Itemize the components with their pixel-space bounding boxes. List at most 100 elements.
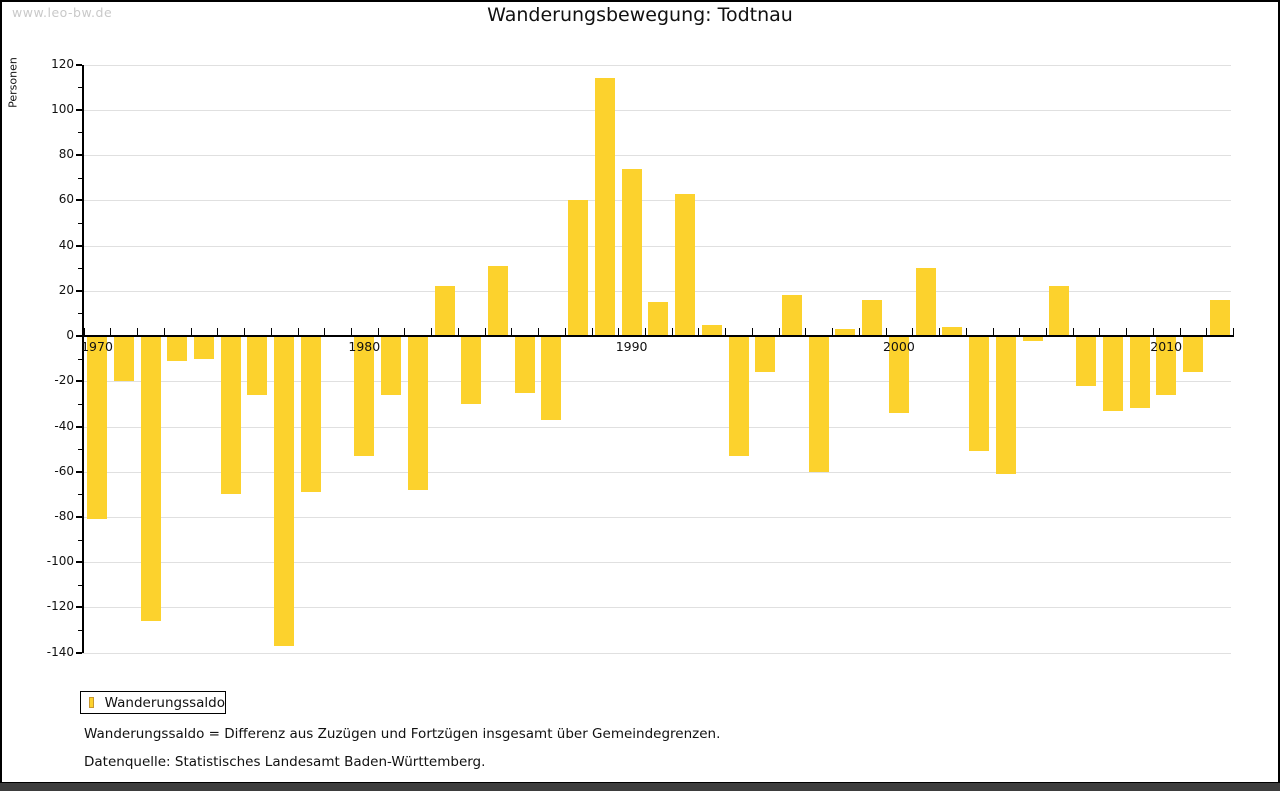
- bar-1996: [782, 295, 802, 336]
- gridline: [82, 517, 1231, 518]
- y-tick-label: -80: [54, 509, 74, 523]
- x-tick: [618, 328, 620, 335]
- watermark: www.leo-bw.de: [12, 5, 113, 20]
- y-minor-tick: [78, 132, 82, 134]
- bar-1978: [300, 336, 321, 493]
- legend-swatch-icon: [89, 697, 94, 708]
- y-tick-label: -60: [54, 463, 74, 478]
- x-tick: [83, 328, 85, 335]
- gridline: [82, 426, 1231, 428]
- y-tick: [76, 516, 82, 518]
- bar-1972: [140, 336, 161, 621]
- bar-1993: [701, 324, 722, 336]
- x-tick: [1019, 328, 1021, 335]
- bar-1983: [434, 286, 455, 336]
- bar-1973: [167, 336, 188, 361]
- x-tick: [1152, 328, 1154, 335]
- y-minor-tick: [78, 177, 82, 179]
- x-tick: [538, 328, 539, 335]
- bar-1971: [113, 336, 134, 382]
- x-tick: [858, 328, 860, 335]
- x-tick: [244, 328, 245, 335]
- bar-2010: [1156, 336, 1177, 395]
- bar-1975: [220, 336, 241, 495]
- bar-1995: [755, 336, 776, 373]
- x-tick: [671, 328, 673, 335]
- x-tick: [324, 328, 326, 335]
- y-tick: [76, 470, 82, 473]
- bar-1991: [648, 302, 669, 336]
- bar-1977: [274, 336, 295, 646]
- x-tick: [591, 328, 593, 335]
- x-tick: [297, 328, 299, 335]
- x-tick: [1233, 328, 1234, 335]
- gridline: [82, 607, 1231, 609]
- y-minor-tick: [78, 539, 82, 541]
- x-tick-label: 1980: [348, 339, 381, 354]
- y-axis-line: [82, 64, 84, 653]
- x-tick: [217, 328, 219, 335]
- y-tick-label: 40: [58, 237, 74, 252]
- y-tick-label: -20: [54, 373, 74, 388]
- gridline: [82, 109, 1231, 111]
- gridline: [82, 381, 1231, 383]
- bar-1998: [835, 329, 856, 336]
- page-title: Wanderungsbewegung: Todtnau: [487, 4, 793, 26]
- bar-2005: [1022, 336, 1043, 341]
- bar-2011: [1182, 336, 1203, 373]
- bar-1994: [728, 336, 749, 456]
- x-tick: [751, 328, 753, 335]
- y-tick: [76, 606, 82, 609]
- x-tick: [377, 328, 379, 335]
- y-tick: [76, 108, 82, 111]
- x-tick-label: 2000: [882, 339, 915, 354]
- y-tick-label: 100: [51, 101, 74, 116]
- bar-1974: [193, 336, 214, 359]
- y-tick: [76, 335, 82, 337]
- y-tick-label: 0: [66, 328, 74, 342]
- x-tick: [404, 328, 406, 335]
- y-minor-tick: [78, 268, 82, 270]
- bar-1970: [87, 336, 107, 520]
- y-tick-label: 60: [58, 192, 74, 207]
- y-minor-tick: [78, 494, 82, 496]
- y-tick: [76, 63, 82, 66]
- x-tick: [190, 328, 192, 335]
- legend-box: Wanderungssaldo: [80, 691, 226, 714]
- x-tick: [939, 328, 940, 335]
- y-tick-label: 20: [58, 282, 74, 297]
- x-tick: [912, 328, 914, 335]
- bar-2008: [1102, 336, 1123, 411]
- bar-1985: [487, 265, 508, 336]
- x-tick: [1179, 328, 1181, 335]
- y-tick: [76, 425, 82, 428]
- x-tick: [778, 328, 780, 335]
- x-tick: [805, 328, 807, 335]
- bar-1992: [675, 193, 696, 336]
- y-tick: [76, 561, 82, 564]
- bar-1989: [594, 78, 615, 336]
- bar-1999: [862, 299, 883, 336]
- bar-2004: [995, 336, 1016, 474]
- x-tick-label: 2010: [1150, 339, 1183, 354]
- y-minor-tick: [78, 222, 82, 224]
- gridline: [82, 200, 1231, 202]
- bar-1988: [568, 200, 589, 336]
- bar-1982: [407, 336, 428, 490]
- y-minor-tick: [78, 584, 82, 586]
- y-tick: [76, 289, 82, 292]
- bar-1997: [808, 336, 829, 472]
- footnote-source: Datenquelle: Statistisches Landesamt Bad…: [84, 754, 486, 770]
- x-tick: [698, 328, 700, 335]
- x-tick: [350, 328, 352, 335]
- x-tick: [885, 328, 887, 335]
- y-tick-label: 80: [58, 147, 74, 161]
- y-tick: [76, 380, 82, 383]
- x-tick: [163, 328, 165, 335]
- y-tick-label: -40: [54, 418, 74, 433]
- bar-2012: [1209, 299, 1230, 336]
- x-tick: [725, 328, 727, 335]
- bar-2000: [888, 336, 909, 413]
